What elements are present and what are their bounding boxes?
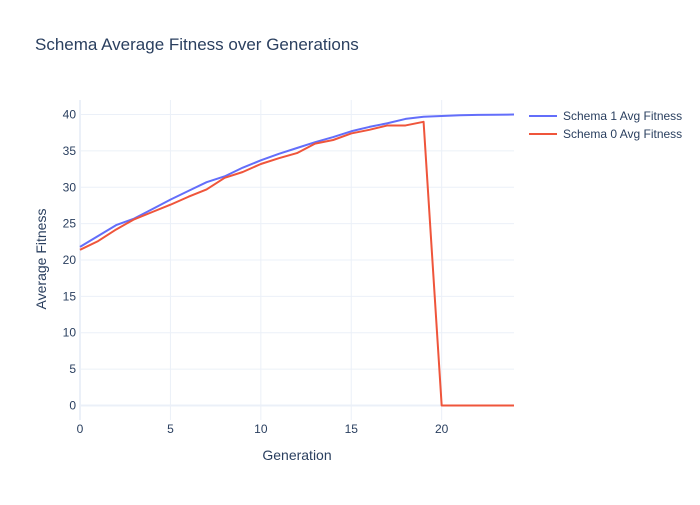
grid-lines: [80, 100, 514, 420]
legend-label: Schema 0 Avg Fitness: [563, 127, 682, 141]
series-line-1: [79, 120, 514, 407]
y-tick-label: 15: [63, 289, 77, 303]
series-line-0: [79, 113, 515, 248]
series-lines: [79, 113, 515, 407]
axes: 0 5 10 15 20 0 5 10 15 20 25 30 35 40: [63, 100, 514, 436]
y-tick-label: 30: [63, 180, 77, 194]
y-tick-label: 25: [63, 217, 77, 231]
x-tick-label: 20: [435, 422, 449, 436]
x-tick-label: 15: [345, 422, 359, 436]
legend-label: Schema 1 Avg Fitness: [563, 109, 682, 123]
y-axis-title: Average Fitness: [33, 209, 49, 310]
legend: Schema 1 Avg Fitness Schema 0 Avg Fitness: [529, 109, 682, 141]
y-tick-label: 10: [63, 326, 77, 340]
x-tick-label: 0: [77, 422, 84, 436]
chart-title: Schema Average Fitness over Generations: [35, 35, 359, 54]
x-tick-label: 5: [167, 422, 174, 436]
x-tick-label: 10: [254, 422, 268, 436]
y-tick-label: 40: [63, 108, 77, 122]
y-tick-label: 0: [69, 398, 76, 412]
x-axis-title: Generation: [262, 447, 331, 463]
y-tick-label: 35: [63, 144, 77, 158]
y-tick-label: 5: [69, 362, 76, 376]
y-tick-label: 20: [63, 253, 77, 267]
